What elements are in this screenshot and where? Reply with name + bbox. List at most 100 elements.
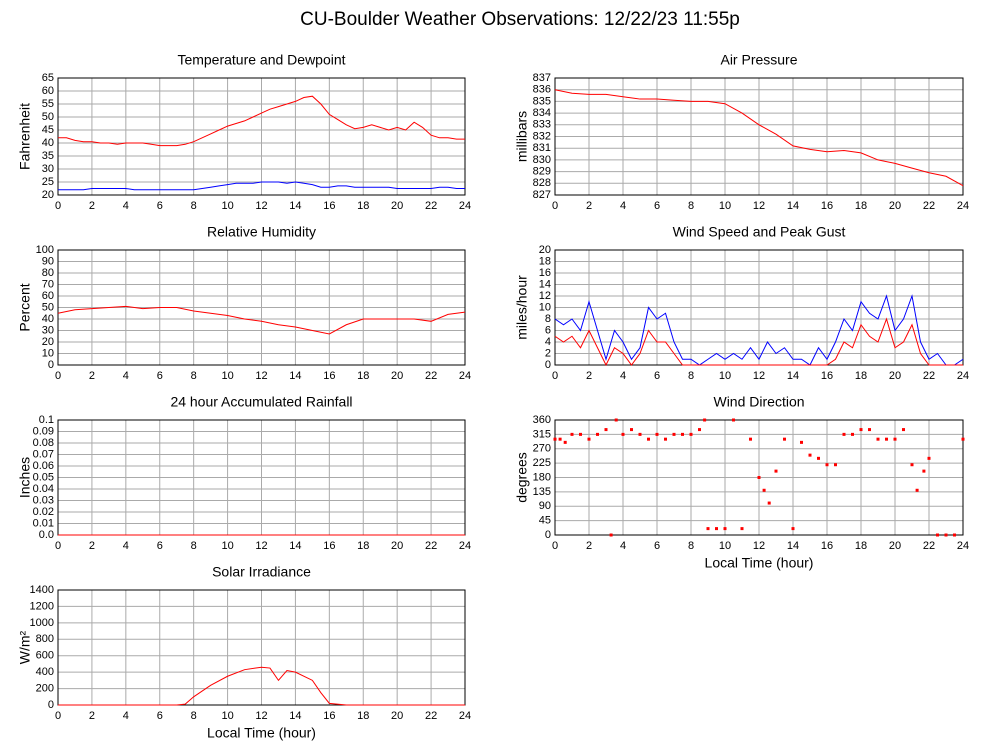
data-point: [791, 527, 795, 531]
data-point: [859, 428, 863, 432]
x-tick-label: 0: [552, 200, 558, 212]
data-line: [58, 95, 465, 147]
y-tick-label: 0.03: [33, 494, 54, 506]
x-tick-label: 4: [123, 540, 129, 552]
data-point: [817, 456, 820, 460]
x-tick-label: 4: [620, 370, 626, 382]
x-tick-label: 16: [323, 370, 335, 382]
x-tick-label: 6: [157, 370, 163, 382]
x-axis-label: Local Time (hour): [207, 725, 316, 741]
plot-frame: [57, 589, 466, 706]
x-tick-label: 12: [255, 370, 267, 382]
y-tick-label: 20: [42, 336, 54, 348]
data-point: [558, 437, 562, 441]
x-tick-label: 2: [586, 540, 592, 552]
x-tick-label: 6: [654, 370, 660, 382]
x-tick-label: 16: [821, 540, 833, 552]
data-point: [876, 437, 880, 441]
y-tick-label: 4: [545, 336, 551, 348]
x-tick-label: 18: [855, 370, 867, 382]
y-tick-label: 0.09: [33, 425, 54, 437]
x-tick-label: 12: [753, 540, 765, 552]
y-tick-label: 0.01: [33, 517, 54, 529]
y-tick-label: 8: [545, 313, 551, 325]
data-point: [723, 527, 727, 531]
y-tick-label: 45: [539, 515, 551, 527]
y-tick-label: 1400: [30, 584, 54, 596]
x-tick-label: 10: [221, 370, 233, 382]
x-tick-label: 16: [323, 710, 335, 722]
x-tick-label: 18: [357, 710, 369, 722]
x-tick-label: 10: [221, 710, 233, 722]
x-tick-label: 10: [221, 200, 233, 212]
data-point: [655, 432, 659, 436]
x-tick-label: 22: [425, 200, 437, 212]
y-tick-label: 0.06: [33, 460, 54, 472]
y-tick-label: 135: [533, 486, 551, 498]
data-point: [834, 463, 837, 467]
data-point: [587, 437, 591, 441]
y-axis-label: Percent: [17, 283, 33, 331]
x-tick-label: 20: [391, 540, 403, 552]
x-tick-label: 0: [552, 370, 558, 382]
x-tick-label: 12: [255, 200, 267, 212]
x-tick-label: 6: [157, 200, 163, 212]
x-tick-label: 14: [289, 540, 301, 552]
data-point: [774, 469, 778, 473]
x-tick-label: 10: [719, 200, 731, 212]
x-tick-label: 8: [191, 200, 197, 212]
x-tick-label: 12: [753, 370, 765, 382]
data-point: [915, 488, 919, 492]
x-tick-label: 24: [459, 710, 471, 722]
x-tick-label: 4: [123, 370, 129, 382]
y-tick-label: 60: [42, 290, 54, 302]
x-tick-label: 12: [255, 540, 267, 552]
x-tick-label: 16: [323, 200, 335, 212]
data-point: [703, 418, 707, 422]
data-point: [570, 432, 574, 436]
x-tick-label: 24: [459, 370, 471, 382]
y-tick-label: 827: [533, 189, 551, 201]
plot-frame: [57, 249, 466, 366]
y-tick-label: 6: [545, 324, 551, 336]
data-point: [579, 432, 582, 436]
x-tick-label: 10: [719, 370, 731, 382]
y-tick-label: 14: [539, 278, 551, 290]
data-point: [842, 432, 846, 436]
x-tick-label: 2: [89, 710, 95, 722]
x-tick-label: 4: [620, 540, 626, 552]
y-tick-label: 100: [36, 244, 54, 256]
x-tick-label: 8: [191, 370, 197, 382]
data-point: [563, 440, 567, 444]
y-tick-label: 20: [42, 189, 54, 201]
data-point: [614, 418, 618, 422]
y-tick-label: 30: [42, 163, 54, 175]
y-tick-label: 0.07: [33, 448, 54, 460]
data-point: [621, 432, 625, 436]
y-tick-label: 833: [533, 119, 551, 131]
y-tick-label: 1000: [30, 617, 54, 629]
x-tick-label: 24: [459, 540, 471, 552]
y-tick-label: 90: [42, 255, 54, 267]
y-tick-label: 828: [533, 177, 551, 189]
y-tick-label: 0.02: [33, 506, 54, 518]
data-point: [698, 428, 701, 432]
x-tick-label: 4: [123, 710, 129, 722]
data-line: [554, 317, 963, 367]
data-point: [715, 527, 718, 531]
x-tick-label: 2: [586, 200, 592, 212]
data-point: [740, 527, 744, 531]
y-tick-label: 65: [42, 72, 54, 84]
y-tick-label: 16: [539, 267, 551, 279]
y-tick-label: 225: [533, 457, 551, 469]
y-tick-label: 40: [42, 313, 54, 325]
y-tick-label: 837: [533, 72, 551, 84]
data-point: [808, 453, 812, 457]
data-point: [910, 463, 914, 467]
y-axis-label: W/m²: [17, 630, 33, 664]
y-tick-label: 30: [42, 324, 54, 336]
data-point: [902, 428, 905, 432]
